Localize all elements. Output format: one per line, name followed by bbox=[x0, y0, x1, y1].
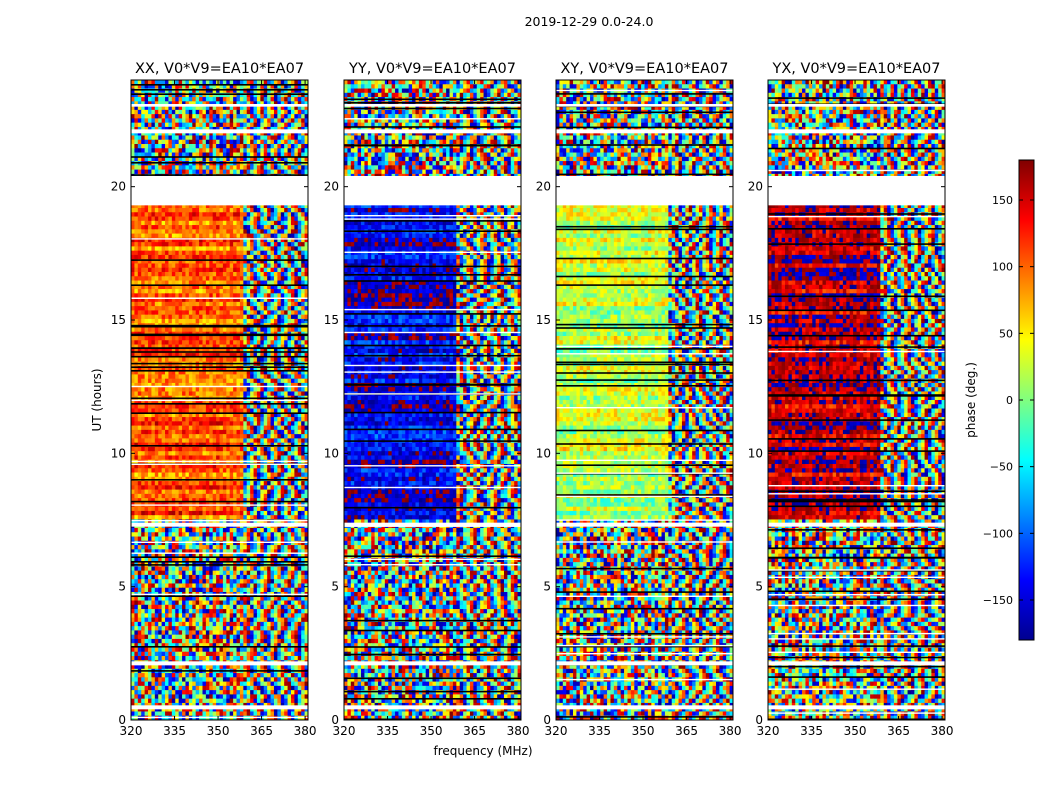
phase-heatmap bbox=[768, 80, 945, 720]
flagged-gap bbox=[768, 705, 945, 710]
x-tick-label: 380 bbox=[294, 724, 317, 738]
y-tick-label: 0 bbox=[331, 713, 339, 727]
flagged-gap bbox=[768, 104, 945, 107]
panel-0: XX, V0*V9=EA10*EA07 320 335 350 365 380 0 5 10 15… bbox=[111, 61, 317, 738]
y-tick-label: 15 bbox=[536, 313, 551, 327]
x-tick-label: 335 bbox=[800, 724, 823, 738]
y-tick-label: 20 bbox=[536, 180, 551, 194]
phase-heatmap bbox=[556, 80, 733, 720]
phase-heatmap bbox=[344, 80, 521, 720]
y-tick-label: 10 bbox=[324, 446, 339, 460]
panel-title: XY, V0*V9=EA10*EA07 bbox=[560, 61, 728, 77]
x-tick-label: 320 bbox=[333, 724, 356, 738]
x-tick-label: 365 bbox=[675, 724, 698, 738]
y-tick-label: 5 bbox=[331, 580, 339, 594]
x-tick-label: 320 bbox=[120, 724, 143, 738]
x-tick-label: 380 bbox=[931, 724, 954, 738]
x-tick-label: 365 bbox=[250, 724, 273, 738]
x-tick-label: 350 bbox=[207, 724, 230, 738]
panel-title: XX, V0*V9=EA10*EA07 bbox=[135, 61, 304, 77]
y-axis-label: UT (hours) bbox=[90, 368, 104, 431]
y-tick-label: 0 bbox=[543, 713, 551, 727]
x-tick-label: 335 bbox=[376, 724, 399, 738]
panel-2: XY, V0*V9=EA10*EA07 320 335 350 365 380 0 5 10 15… bbox=[536, 61, 742, 738]
panel-frame bbox=[555, 79, 734, 721]
y-tick-label: 0 bbox=[755, 713, 763, 727]
x-tick-label: 350 bbox=[420, 724, 443, 738]
flagged-gap bbox=[556, 176, 733, 206]
y-tick-label: 15 bbox=[324, 313, 339, 327]
colorbar-tick-label: 150 bbox=[992, 194, 1013, 207]
flagged-gap bbox=[131, 661, 308, 666]
y-tick-label: 15 bbox=[748, 313, 763, 327]
phase-heatmap bbox=[131, 80, 308, 720]
y-tick-label: 15 bbox=[111, 313, 126, 327]
x-tick-label: 335 bbox=[588, 724, 611, 738]
flagged-gap bbox=[556, 661, 733, 666]
flagged-gap bbox=[344, 104, 521, 107]
colorbar-tick-label: 100 bbox=[992, 261, 1013, 274]
flagged-gap bbox=[131, 705, 308, 710]
panels: XX, V0*V9=EA10*EA07 320 335 350 365 380 0 5 10 15… bbox=[111, 61, 954, 738]
flagged-gap bbox=[768, 522, 945, 527]
y-tick-label: 10 bbox=[536, 446, 551, 460]
x-axis-label: frequency (MHz) bbox=[433, 744, 532, 758]
x-tick-label: 335 bbox=[163, 724, 186, 738]
colorbar-tick-label: −100 bbox=[983, 527, 1013, 540]
y-tick-label: 5 bbox=[118, 580, 126, 594]
panel-3: YX, V0*V9=EA10*EA07 320 335 350 365 380 0 5 10 15… bbox=[748, 61, 954, 738]
colorbar-tick-label: 0 bbox=[1006, 394, 1013, 407]
y-tick-label: 20 bbox=[111, 180, 126, 194]
y-tick-label: 10 bbox=[111, 446, 126, 460]
y-tick-label: 5 bbox=[755, 580, 763, 594]
x-tick-label: 365 bbox=[887, 724, 910, 738]
flagged-gap bbox=[768, 129, 945, 134]
flagged-gap bbox=[344, 176, 521, 206]
y-tick-label: 0 bbox=[118, 713, 126, 727]
x-tick-label: 350 bbox=[632, 724, 655, 738]
x-tick-label: 350 bbox=[844, 724, 867, 738]
panel-frame bbox=[767, 79, 946, 721]
panel-frame bbox=[343, 79, 522, 721]
panel-frame bbox=[130, 79, 309, 721]
colorbar: 150 100 50 0 −50 −100 −150 phase (deg.) bbox=[964, 159, 1035, 641]
y-tick-label: 5 bbox=[543, 580, 551, 594]
y-tick-label: 20 bbox=[324, 180, 339, 194]
flagged-gap bbox=[556, 522, 733, 527]
flagged-gap bbox=[131, 129, 308, 134]
panel-1: YY, V0*V9=EA10*EA07 320 335 350 365 380 0 5 10 15… bbox=[324, 61, 530, 738]
colorbar-tick-label: 50 bbox=[999, 327, 1013, 340]
flagged-gap bbox=[344, 661, 521, 666]
flagged-gap bbox=[344, 522, 521, 527]
flagged-gap bbox=[556, 705, 733, 710]
x-tick-label: 320 bbox=[545, 724, 568, 738]
flagged-gap bbox=[768, 176, 945, 206]
flagged-gap bbox=[556, 129, 733, 134]
flagged-gap bbox=[556, 104, 733, 107]
y-tick-label: 10 bbox=[748, 446, 763, 460]
panel-title: YY, V0*V9=EA10*EA07 bbox=[348, 61, 516, 77]
x-tick-label: 365 bbox=[463, 724, 486, 738]
colorbar-tick-label: −150 bbox=[983, 594, 1013, 607]
flagged-gap bbox=[131, 104, 308, 107]
x-tick-label: 320 bbox=[757, 724, 780, 738]
flagged-gap bbox=[344, 705, 521, 710]
colorbar-tick-label: −50 bbox=[990, 461, 1013, 474]
colorbar-ticks: 150 100 50 0 −50 −100 −150 bbox=[983, 194, 1034, 607]
x-tick-label: 380 bbox=[719, 724, 742, 738]
flagged-gap bbox=[131, 522, 308, 527]
flagged-gap bbox=[768, 661, 945, 666]
panel-title: YX, V0*V9=EA10*EA07 bbox=[771, 61, 940, 77]
x-tick-label: 380 bbox=[507, 724, 530, 738]
flagged-gap bbox=[131, 176, 308, 206]
flagged-gap bbox=[344, 129, 521, 134]
y-tick-label: 20 bbox=[748, 180, 763, 194]
colorbar-label: phase (deg.) bbox=[964, 362, 978, 438]
figure-suptitle: 2019-12-29 0.0-24.0 bbox=[525, 14, 654, 29]
